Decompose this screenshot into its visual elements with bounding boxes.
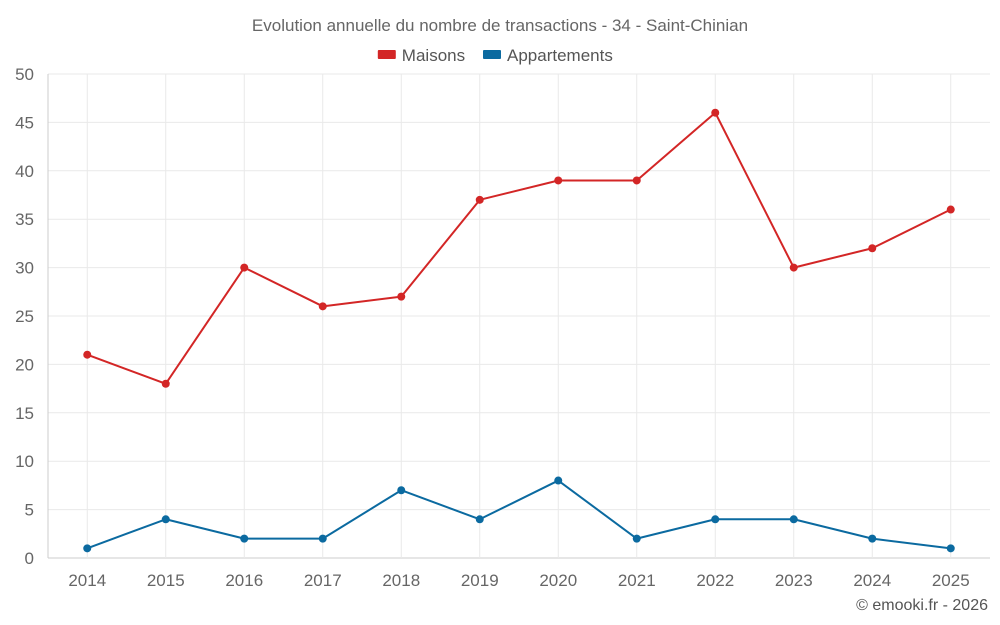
x-tick-label: 2022: [696, 571, 734, 590]
data-point[interactable]: [711, 515, 720, 524]
y-tick-label: 40: [15, 162, 34, 181]
data-point[interactable]: [397, 292, 406, 301]
y-tick-label: 45: [15, 113, 34, 132]
legend-swatch: [377, 50, 396, 59]
y-tick-label: 20: [15, 355, 34, 374]
data-point[interactable]: [83, 544, 92, 553]
legend: Maisons Appartements: [377, 46, 613, 65]
series-maisons: [83, 108, 955, 388]
y-tick-label: 30: [15, 259, 34, 278]
legend-swatch: [483, 50, 501, 59]
x-tick-label: 2016: [225, 571, 263, 590]
x-tick-label: 2024: [853, 571, 891, 590]
y-tick-label: 15: [15, 404, 34, 423]
legend-item-appartements[interactable]: Appartements: [483, 46, 613, 65]
x-tick-label: 2020: [539, 571, 577, 590]
data-point[interactable]: [240, 534, 249, 543]
data-point[interactable]: [83, 350, 92, 359]
x-tick-label: 2019: [461, 571, 499, 590]
data-point[interactable]: [632, 176, 641, 185]
data-point[interactable]: [475, 195, 484, 204]
series-group: [83, 108, 955, 553]
data-point[interactable]: [318, 534, 327, 543]
y-tick-label: 50: [15, 65, 34, 84]
data-point[interactable]: [475, 515, 484, 524]
x-tick-label: 2015: [147, 571, 185, 590]
y-tick-label: 25: [15, 307, 34, 326]
y-tick-label: 35: [15, 210, 34, 229]
data-point[interactable]: [554, 476, 563, 485]
y-tick-label: 10: [15, 452, 34, 471]
series-appartements: [83, 476, 955, 553]
data-point[interactable]: [161, 379, 170, 388]
data-point[interactable]: [868, 534, 877, 543]
data-point[interactable]: [161, 515, 170, 524]
legend-label: Appartements: [507, 46, 613, 65]
data-point[interactable]: [868, 244, 877, 253]
series-line: [86, 479, 951, 550]
y-axis: 0 5 10 15 20 25 30 35 40 45 50: [15, 65, 34, 568]
y-tick-label: 5: [25, 501, 34, 520]
x-tick-label: 2014: [68, 571, 106, 590]
x-tick-label: 2021: [618, 571, 656, 590]
data-point[interactable]: [318, 302, 327, 311]
x-tick-label: 2018: [382, 571, 420, 590]
data-point[interactable]: [946, 205, 955, 214]
data-point[interactable]: [789, 515, 798, 524]
chart-title: Evolution annuelle du nombre de transact…: [252, 16, 748, 35]
copyright-footer: © emooki.fr - 2026: [856, 597, 988, 614]
series-line: [86, 111, 952, 385]
x-tick-label: 2023: [775, 571, 813, 590]
x-tick-label: 2017: [304, 571, 342, 590]
data-point[interactable]: [397, 486, 406, 495]
y-tick-label: 0: [25, 549, 34, 568]
x-tick-label: 2025: [932, 571, 970, 590]
data-point[interactable]: [789, 263, 798, 272]
x-axis: 2014 2015 2016 2017 2018 2019 2020 2021 2022 2023…: [68, 571, 969, 590]
data-point[interactable]: [946, 544, 955, 553]
data-point[interactable]: [554, 176, 563, 185]
data-point[interactable]: [632, 534, 641, 543]
legend-label: Maisons: [402, 46, 465, 65]
data-point[interactable]: [711, 108, 720, 117]
gridlines: [47, 73, 990, 559]
data-point[interactable]: [240, 263, 249, 272]
legend-item-maisons[interactable]: Maisons: [377, 46, 465, 65]
